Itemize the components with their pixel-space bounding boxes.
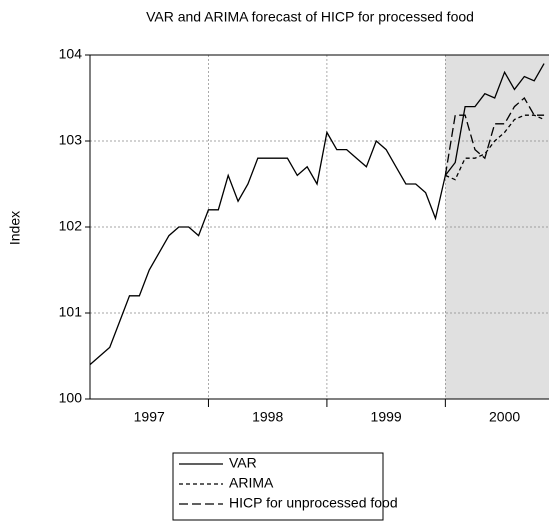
line-series xyxy=(445,114,545,181)
y-tick-label: 100 xyxy=(59,390,83,406)
y-tick-label: 101 xyxy=(59,304,83,320)
x-tick-label: 1999 xyxy=(371,409,402,425)
y-tick-label: 104 xyxy=(59,46,83,62)
legend-label: VAR xyxy=(229,455,257,471)
legend-box xyxy=(172,452,384,521)
forecast-region xyxy=(445,55,549,399)
line-series xyxy=(444,96,545,176)
x-tick-label: 2000 xyxy=(489,409,520,425)
legend-label: ARIMA xyxy=(229,475,274,491)
y-tick-label: 102 xyxy=(59,218,83,234)
legend-label: HICP for unprocessed food xyxy=(229,495,398,511)
chart-title: VAR and ARIMA forecast of HICP for proce… xyxy=(146,9,474,25)
y-axis-label: Index xyxy=(7,211,23,245)
y-tick-label: 103 xyxy=(59,132,83,148)
x-tick-label: 1998 xyxy=(252,409,283,425)
x-tick-label: 1997 xyxy=(134,409,165,425)
legend: VAR ARIMA HICP for unprocessed food xyxy=(172,452,398,521)
line-series xyxy=(89,63,545,366)
